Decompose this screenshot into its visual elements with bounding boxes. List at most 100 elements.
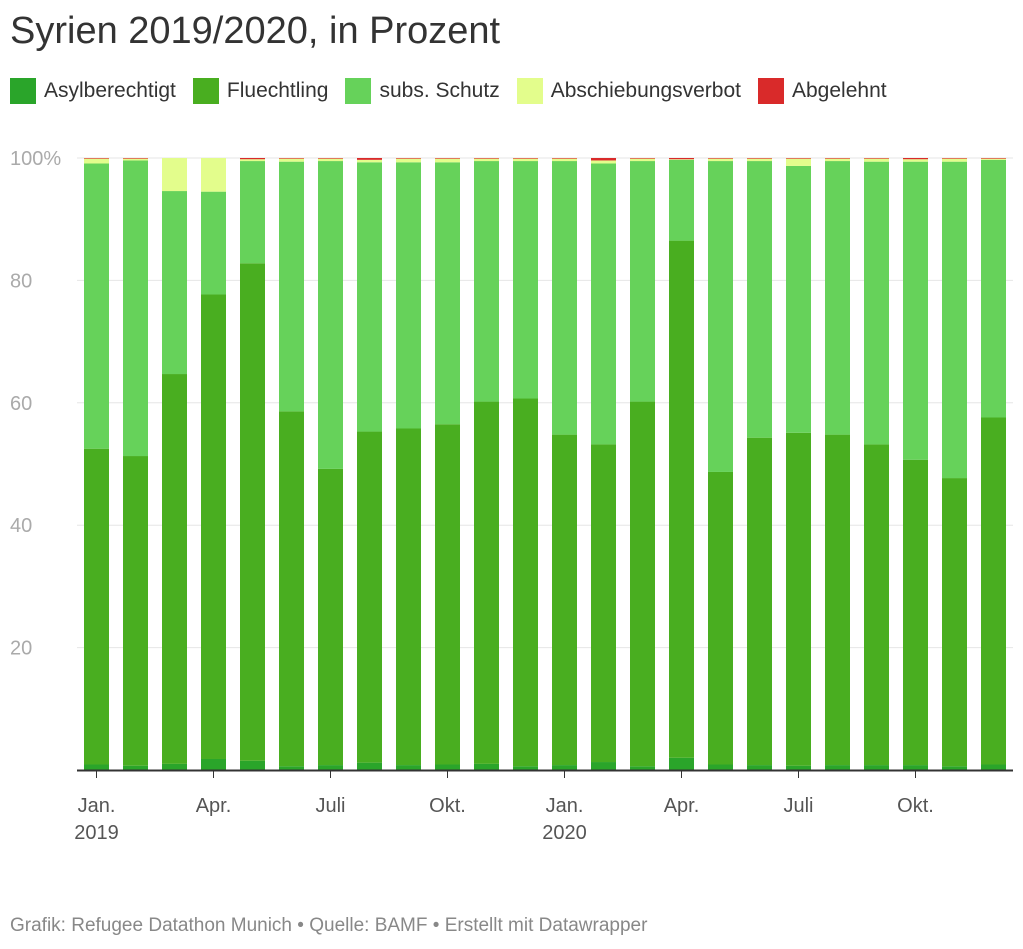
bar-segment-abschiebungsverbot	[942, 158, 967, 162]
legend-swatch-abgelehnt	[758, 78, 784, 104]
bar-segment-abgelehnt	[630, 158, 655, 159]
bar-segment-fluechtling	[123, 456, 148, 766]
bar-segment-subs-schutz	[357, 162, 382, 432]
bar-segment-fluechtling	[279, 411, 304, 767]
bar-segment-fluechtling	[942, 478, 967, 767]
bar-segment-abgelehnt	[279, 158, 304, 159]
y-tick-label: 100%	[10, 148, 61, 170]
bar-segment-fluechtling	[318, 468, 343, 766]
bar-segment-asylberechtigt	[981, 764, 1006, 770]
bar-segment-fluechtling	[981, 417, 1006, 765]
bar-segment-abgelehnt	[864, 158, 889, 159]
legend-label-fluechtling: Fluechtling	[226, 79, 329, 102]
bar-segment-asylberechtigt	[942, 766, 967, 770]
bar-segment-abschiebungsverbot	[591, 160, 616, 164]
bar-segment-abgelehnt	[747, 158, 772, 159]
bar-segment-asylberechtigt	[552, 765, 577, 770]
bar-segment-asylberechtigt	[162, 763, 187, 770]
bar-segment-abschiebungsverbot	[825, 158, 850, 162]
bar-segment-subs-schutz	[552, 161, 577, 435]
legend-item-abschiebungsverbot: Abschiebungsverbot	[516, 78, 741, 104]
bar-segment-subs-schutz	[825, 161, 850, 435]
bar-segment-subs-schutz	[786, 165, 811, 433]
bar-segment-abgelehnt	[903, 158, 928, 160]
bar-segment-subs-schutz	[942, 161, 967, 479]
bar-segment-subs-schutz	[591, 163, 616, 445]
bar-segment-abschiebungsverbot	[84, 158, 109, 164]
bar-segment-fluechtling	[669, 240, 694, 758]
bar-segment-abschiebungsverbot	[786, 158, 811, 166]
bar-segment-abschiebungsverbot	[864, 158, 889, 162]
bar-segment-asylberechtigt	[357, 762, 382, 770]
bar-segment-abgelehnt	[942, 158, 967, 159]
y-tick-label: 80	[10, 270, 32, 292]
x-tick-label: Okt.	[897, 795, 934, 817]
bar-segment-fluechtling	[708, 471, 733, 765]
bar-segment-asylberechtigt	[240, 760, 265, 770]
bar-segment-abschiebungsverbot	[747, 158, 772, 162]
x-tick-label: 2019	[74, 822, 119, 844]
bar-segment-fluechtling	[786, 432, 811, 766]
x-tick-label: 2020	[542, 822, 587, 844]
legend-swatch-fluechtling	[192, 78, 219, 104]
bar-segment-fluechtling	[825, 434, 850, 766]
bar-segment-abschiebungsverbot	[552, 158, 577, 162]
bar-segment-fluechtling	[84, 448, 109, 765]
bar-segment-abschiebungsverbot	[903, 159, 928, 162]
bar-segment-asylberechtigt	[513, 766, 538, 770]
bar-segment-fluechtling	[903, 459, 928, 766]
bar-segment-abgelehnt	[396, 158, 421, 159]
bar-segment-subs-schutz	[903, 161, 928, 460]
bar-segment-subs-schutz	[279, 161, 304, 412]
bar-segment-fluechtling	[591, 444, 616, 763]
bar-segment-abschiebungsverbot	[318, 158, 343, 162]
bar-segment-abgelehnt	[123, 158, 148, 159]
x-tick-label: Jan.	[546, 795, 584, 817]
bar-segment-asylberechtigt	[435, 764, 460, 770]
bar-segment-fluechtling	[396, 428, 421, 766]
bar-segment-abgelehnt	[357, 158, 382, 160]
bar-segment-fluechtling	[201, 294, 226, 759]
x-tick-label: Apr.	[664, 795, 700, 817]
bar-segment-abschiebungsverbot	[201, 158, 226, 192]
bar-segment-abschiebungsverbot	[708, 158, 733, 162]
stacked-bar-chart: 20 40 60 80 100% Jan. 2019 Apr. Juli Okt. Jan. 2020…	[10, 148, 1013, 844]
footer-separator-2: •	[432, 915, 440, 936]
legend-swatch-asylberechtigt	[10, 78, 36, 104]
bar-segment-abschiebungsverbot	[123, 158, 148, 161]
bar-segment-abgelehnt	[318, 158, 343, 159]
bar-segment-asylberechtigt	[903, 765, 928, 770]
legend-swatch-abschiebungsverbot	[516, 78, 543, 104]
bar-segment-abgelehnt	[552, 158, 577, 159]
bar-segment-asylberechtigt	[708, 764, 733, 770]
bar-segment-asylberechtigt	[84, 764, 109, 770]
x-tick-label: Jan.	[78, 795, 116, 817]
legend-item-subs-schutz: subs. Schutz	[345, 78, 500, 104]
bar-segment-subs-schutz	[669, 159, 694, 241]
bar-segment-subs-schutz	[396, 162, 421, 429]
bar-segment-abschiebungsverbot	[162, 158, 187, 192]
bar-segment-asylberechtigt	[747, 765, 772, 770]
bar-segment-abgelehnt	[474, 158, 499, 159]
footer-source: Quelle: BAMF	[309, 915, 428, 936]
bar-segment-fluechtling	[864, 444, 889, 766]
bar-segment-subs-schutz	[123, 160, 148, 457]
legend: Asylberechtigt Fluechtling subs. Schutz …	[10, 78, 904, 104]
bar-segment-abschiebungsverbot	[513, 158, 538, 162]
bar-segment-subs-schutz	[84, 163, 109, 449]
legend-item-fluechtling: Fluechtling	[192, 78, 329, 104]
bar-segment-abschiebungsverbot	[981, 158, 1006, 160]
bar-segment-fluechtling	[552, 434, 577, 766]
legend-label-abgelehnt: Abgelehnt	[792, 79, 887, 102]
y-tick-label: 40	[10, 515, 32, 537]
bar-segment-fluechtling	[162, 374, 187, 764]
bar-segment-abgelehnt	[435, 158, 460, 159]
footer-tool: Erstellt mit Datawrapper	[444, 915, 648, 936]
y-tick-label: 60	[10, 393, 32, 415]
bar-segment-abschiebungsverbot	[279, 158, 304, 162]
bar-segment-asylberechtigt	[318, 765, 343, 770]
bar-segment-abgelehnt	[981, 158, 1006, 159]
legend-item-abgelehnt: Abgelehnt	[758, 78, 887, 104]
bar-segment-abschiebungsverbot	[357, 159, 382, 163]
x-tick-label: Okt.	[429, 795, 466, 817]
